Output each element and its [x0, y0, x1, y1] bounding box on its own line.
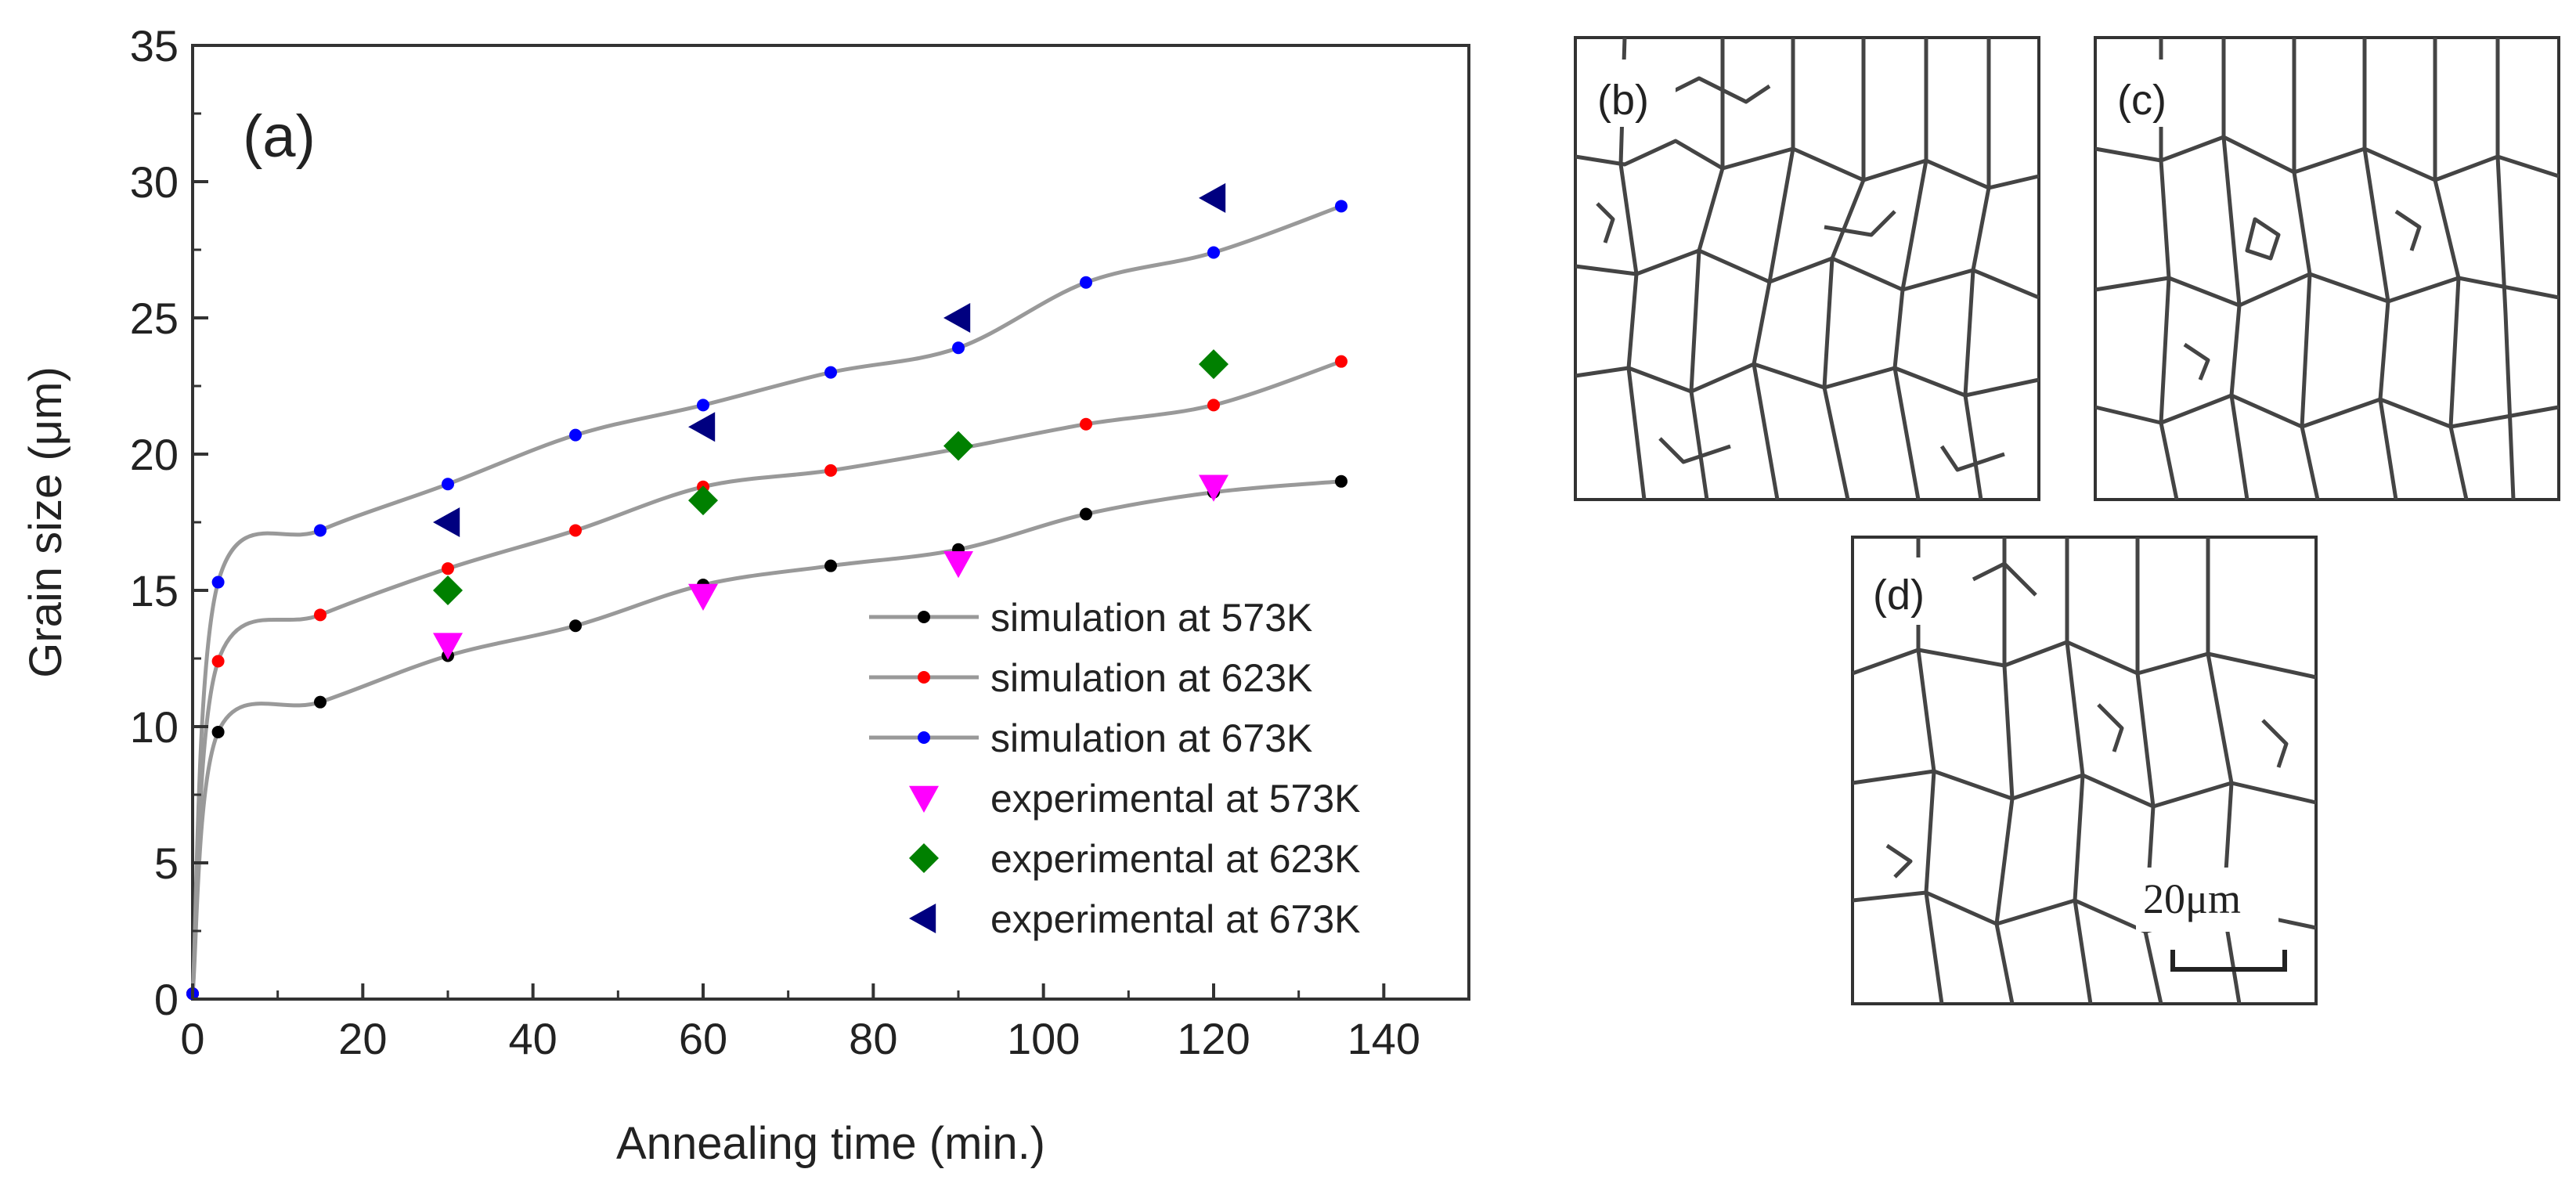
legend-label: experimental at 623K — [990, 837, 1361, 881]
sim-point — [824, 464, 837, 477]
legend-item: simulation at 623K — [869, 656, 1312, 700]
x-tick-label: 120 — [1177, 1014, 1250, 1063]
label-bg-d — [1867, 557, 1953, 625]
x-axis-label: Annealing time (min.) — [616, 1118, 1045, 1169]
plot-frame — [191, 44, 1470, 1001]
exp-point — [1199, 182, 1226, 213]
exp-point — [943, 431, 973, 461]
legend-label: simulation at 623K — [990, 656, 1312, 700]
exp-point — [433, 575, 463, 605]
y-axis-ticks: 0 5 10 15 20 25 30 35 — [130, 21, 208, 1024]
legend-label: simulation at 573K — [990, 596, 1312, 640]
x-tick-label: 140 — [1348, 1014, 1420, 1063]
sim-point — [211, 655, 225, 668]
legend-label: simulation at 673K — [990, 716, 1312, 760]
fit-curves — [190, 204, 1342, 994]
legend: simulation at 573K simulation at 623K simu… — [869, 596, 1361, 941]
sim-point — [442, 562, 454, 575]
sim-point — [569, 524, 582, 537]
y-tick-label: 5 — [154, 839, 179, 888]
exp-point — [688, 583, 718, 611]
exp-point — [688, 485, 718, 516]
panel-label-d: (d) — [1873, 572, 1925, 619]
y-tick-label: 20 — [130, 430, 179, 479]
sim-point — [1335, 200, 1348, 213]
label-bg-b — [1589, 60, 1676, 127]
panel-label-b: (b) — [1597, 77, 1649, 124]
sim-point — [211, 575, 225, 589]
x-tick-label: 100 — [1007, 1014, 1080, 1063]
x-axis-ticks: 0 20 40 60 80 100 120 140 — [180, 983, 1420, 1063]
grain-size-chart: 0 20 40 60 80 100 120 140 0 5 10 15 20 25 30 35 (a) An… — [20, 21, 1470, 1169]
sim-point — [824, 559, 837, 572]
exp-point — [943, 303, 971, 333]
microstructure-c: (c) — [2094, 36, 2560, 501]
y-axis-label: Grain size (μm) — [20, 366, 71, 678]
legend-item: simulation at 573K — [869, 596, 1312, 640]
legend-item: experimental at 573K — [909, 777, 1361, 821]
sim-point — [569, 428, 582, 442]
fit-curve-0 — [190, 479, 1342, 994]
legend-marker — [918, 611, 930, 623]
scale-label-bg — [2136, 868, 2278, 932]
y-tick-label: 30 — [130, 157, 179, 207]
fit-curve-2 — [190, 204, 1342, 994]
sim-point — [314, 695, 327, 709]
exp-point — [433, 507, 460, 537]
legend-label: experimental at 573K — [990, 777, 1361, 821]
legend-marker — [909, 843, 939, 873]
panel-label-a: (a) — [243, 103, 316, 170]
grain-boundaries-b — [1575, 37, 2040, 500]
scale-bar-label: 20μm — [2143, 875, 2241, 922]
scale-bar — [2170, 950, 2287, 972]
y-tick-label: 0 — [154, 975, 179, 1024]
legend-label: experimental at 673K — [990, 897, 1361, 941]
sim-point — [314, 524, 327, 537]
legend-marker — [909, 785, 939, 813]
exp-point — [433, 633, 463, 660]
legend-item: experimental at 673K — [909, 897, 1361, 941]
sim-point — [1335, 355, 1348, 368]
y-tick-label: 25 — [130, 294, 179, 343]
y-tick-label: 35 — [130, 21, 179, 70]
sim-point — [1080, 507, 1092, 521]
sim-point — [442, 478, 454, 491]
legend-item: experimental at 623K — [909, 837, 1361, 881]
legend-item: simulation at 673K — [869, 716, 1312, 760]
sim-point — [1335, 474, 1348, 488]
x-tick-label: 20 — [338, 1014, 387, 1063]
sim-point — [1080, 417, 1092, 431]
fit-curve-1 — [190, 359, 1342, 994]
x-tick-label: 40 — [509, 1014, 557, 1063]
data-markers — [186, 182, 1348, 1001]
legend-marker — [909, 904, 936, 933]
y-tick-label: 10 — [130, 702, 179, 752]
panel-label-c: (c) — [2117, 77, 2167, 124]
sim-point — [211, 725, 225, 738]
microstructure-d: (d) 20μm — [1851, 536, 2318, 1005]
x-tick-label: 0 — [180, 1014, 204, 1063]
legend-marker — [918, 671, 930, 684]
x-tick-label: 80 — [849, 1014, 897, 1063]
sim-point — [824, 366, 837, 379]
microstructure-b: (b) — [1574, 36, 2040, 501]
sim-point — [1207, 246, 1220, 259]
exp-point — [1199, 349, 1228, 380]
exp-point — [943, 551, 973, 579]
exp-point — [688, 412, 716, 442]
sim-point — [697, 399, 709, 412]
sim-point — [569, 619, 582, 633]
legend-marker — [918, 731, 930, 744]
sim-point — [952, 341, 965, 355]
x-tick-label: 60 — [679, 1014, 727, 1063]
sim-point — [1080, 276, 1092, 289]
sim-point — [1207, 399, 1220, 412]
label-bg-c — [2109, 60, 2195, 127]
sim-point — [314, 608, 327, 622]
exp-point — [1199, 474, 1228, 502]
y-tick-label: 15 — [130, 566, 179, 615]
